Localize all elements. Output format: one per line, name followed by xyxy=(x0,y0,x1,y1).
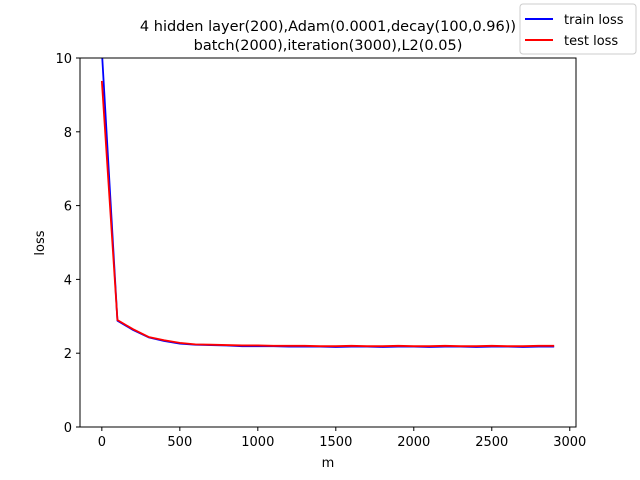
legend-label-test-loss: test loss xyxy=(564,34,618,49)
x-tick-label: 2000 xyxy=(397,435,430,450)
plot-frame xyxy=(79,57,577,428)
y-axis-ticks: 0 2 4 6 8 10 xyxy=(55,52,80,436)
x-tick-label: 1000 xyxy=(241,435,274,450)
legend: train loss test loss xyxy=(519,3,637,55)
chart-title-line2: batch(2000),iteration(3000),L2(0.05) xyxy=(194,38,463,54)
x-tick-label: 2500 xyxy=(475,435,508,450)
y-axis-label: loss xyxy=(33,230,48,255)
x-tick-label: 3000 xyxy=(553,435,586,450)
series-line-train-loss xyxy=(101,58,555,348)
y-tick-label: 10 xyxy=(55,52,72,67)
series-line-test-loss xyxy=(100,80,555,348)
y-tick-label: 2 xyxy=(64,347,72,362)
y-tick-label: 6 xyxy=(64,200,72,215)
legend-label-train-loss: train loss xyxy=(564,13,624,28)
legend-box xyxy=(519,3,637,55)
series-layer xyxy=(100,58,555,348)
x-tick-label: 1500 xyxy=(319,435,352,450)
y-tick-label: 4 xyxy=(64,273,72,288)
chart-title-line1: 4 hidden layer(200),Adam(0.0001,decay(10… xyxy=(140,19,516,35)
x-tick-label: 500 xyxy=(167,435,192,450)
x-tick-label: 0 xyxy=(98,435,106,450)
x-axis-label: m xyxy=(322,456,335,471)
x-axis-ticks: 0 500 1000 1500 2000 2500 3000 xyxy=(98,427,586,450)
y-tick-label: 0 xyxy=(64,421,72,436)
y-tick-label: 8 xyxy=(64,126,72,141)
